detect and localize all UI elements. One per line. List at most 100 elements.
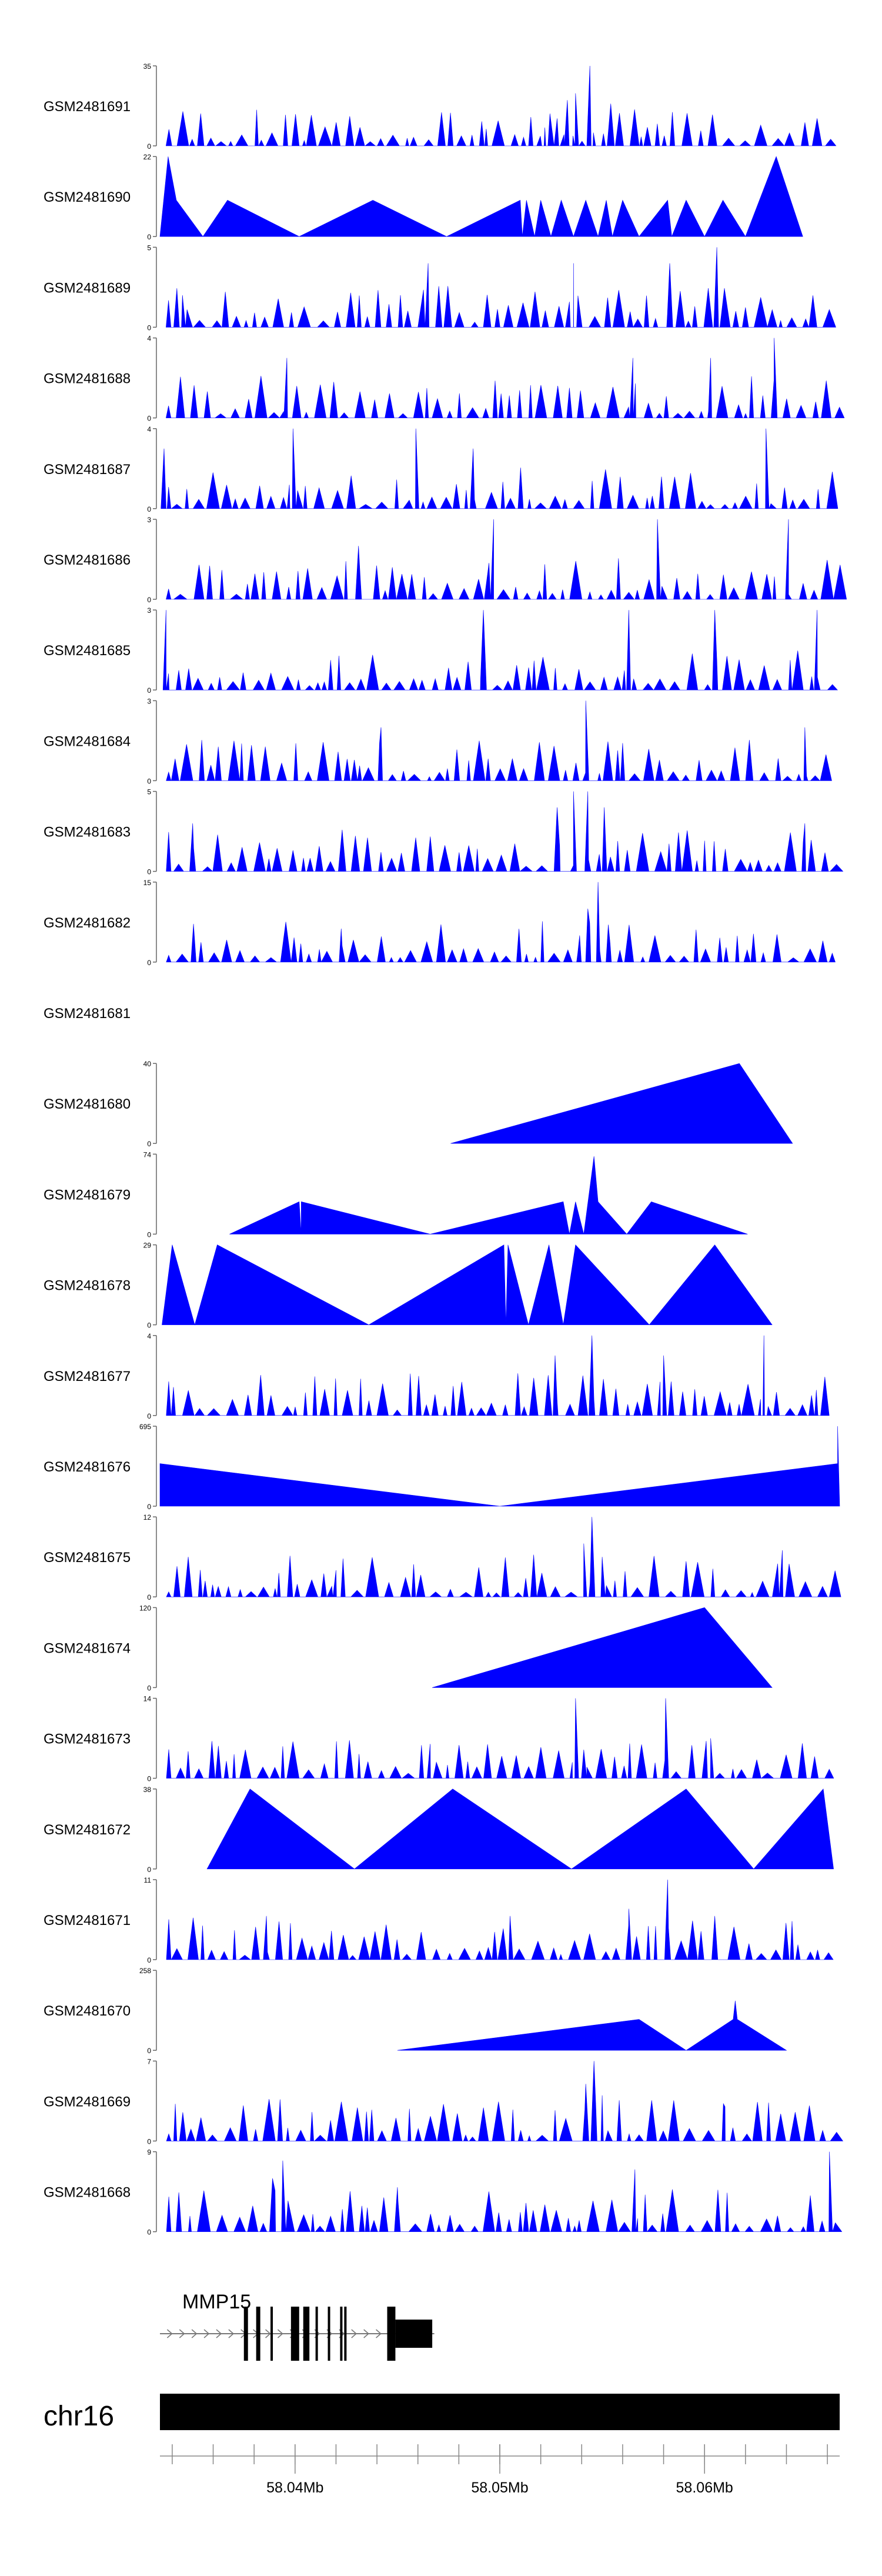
track-GSM2481673: GSM2481673 14 0 [44, 1695, 834, 1783]
track-GSM2481672: GSM2481672 38 0 [44, 1786, 834, 1874]
coverage-area [397, 2000, 787, 2051]
y-axis-max-label: 3 [147, 606, 151, 615]
track-label: GSM2481681 [44, 1006, 131, 1022]
track-label: GSM2481686 [44, 552, 131, 568]
y-axis-min-label: 0 [147, 1593, 151, 1601]
coverage-area [432, 1607, 773, 1688]
y-axis-min-label: 0 [147, 868, 151, 876]
track-label: GSM2481687 [44, 462, 131, 478]
track-GSM2481687: GSM2481687 4 0 [44, 425, 838, 513]
coverage-area [162, 610, 838, 690]
track-GSM2481676: GSM2481676 695 0 [44, 1423, 840, 1511]
track-GSM2481688: GSM2481688 4 0 [44, 335, 845, 423]
y-axis-max-label: 12 [143, 1513, 152, 1521]
y-axis-min-label: 0 [147, 505, 151, 513]
y-axis-min-label: 0 [147, 323, 151, 332]
track-GSM2481691: GSM2481691 35 0 [44, 62, 837, 151]
track-GSM2481678: GSM2481678 29 0 [44, 1242, 773, 1330]
y-axis-max-label: 11 [144, 1876, 152, 1884]
strand-arrow [166, 2329, 173, 2338]
track-GSM2481677: GSM2481677 4 0 [44, 1332, 830, 1420]
track-GSM2481670: GSM2481670 258 0 [44, 1967, 787, 2055]
y-axis-min-label: 0 [147, 233, 151, 241]
strand-arrow [363, 2329, 369, 2338]
track-label: GSM2481670 [44, 2003, 131, 2019]
y-axis-max-label: 4 [147, 425, 151, 433]
track-GSM2481675: GSM2481675 12 0 [44, 1513, 841, 1601]
coverage-area [166, 1698, 834, 1778]
y-axis-max-label: 22 [143, 153, 152, 161]
coverage-area [166, 700, 832, 781]
coverage-area [166, 338, 845, 418]
y-axis-min-label: 0 [147, 686, 151, 695]
track-GSM2481683: GSM2481683 5 0 [44, 788, 844, 876]
y-axis-min-label: 0 [147, 777, 151, 785]
y-axis-min-label: 0 [147, 959, 151, 967]
y-axis-max-label: 38 [143, 1786, 152, 1794]
coverage-area [166, 247, 836, 328]
y-axis-max-label: 40 [143, 1060, 152, 1068]
track-label: GSM2481673 [44, 1731, 131, 1747]
track-GSM2481680: GSM2481680 40 0 [44, 1060, 793, 1148]
y-axis-min-label: 0 [147, 2047, 151, 2055]
track-GSM2481690: GSM2481690 22 0 [44, 153, 803, 241]
coverage-area [166, 1879, 834, 1960]
strand-arrow [265, 2329, 271, 2338]
track-label: GSM2481688 [44, 371, 131, 387]
coverage-area [166, 1517, 841, 1597]
y-axis-min-label: 0 [147, 1503, 151, 1511]
y-axis-max-label: 29 [143, 1242, 152, 1250]
track-GSM2481671: GSM2481671 11 0 [44, 1876, 834, 1964]
track-label: GSM2481668 [44, 2185, 131, 2201]
gene-exon [340, 2307, 343, 2361]
coverage-area [166, 2061, 844, 2141]
coverage-area [159, 1426, 840, 1507]
track-GSM2481681: GSM2481681 [44, 1006, 131, 1022]
track-GSM2481684: GSM2481684 3 0 [44, 697, 832, 785]
axis-tick-label: 58.05Mb [471, 2480, 528, 2496]
track-label: GSM2481677 [44, 1369, 131, 1384]
track-label: GSM2481671 [44, 1913, 131, 1928]
gene-exon [243, 2307, 248, 2361]
y-axis-max-label: 15 [143, 879, 152, 887]
track-label: GSM2481690 [44, 189, 131, 205]
y-axis-max-label: 4 [147, 335, 151, 343]
gene-label: MMP15 [182, 2291, 251, 2313]
coverage-area [166, 1335, 830, 1416]
y-axis-max-label: 74 [143, 1150, 152, 1159]
y-axis-min-label: 0 [147, 1775, 151, 1783]
track-GSM2481674: GSM2481674 120 0 [44, 1604, 773, 1692]
coverage-area [159, 156, 803, 238]
track-label: GSM2481684 [44, 733, 131, 749]
track-label: GSM2481678 [44, 1278, 131, 1294]
y-axis-min-label: 0 [147, 1684, 151, 1692]
y-axis-min-label: 0 [147, 415, 151, 423]
track-label: GSM2481679 [44, 1187, 131, 1203]
track-label: GSM2481675 [44, 1550, 131, 1566]
axis-tick-label: 58.04Mb [266, 2480, 323, 2496]
strand-arrow [179, 2329, 185, 2338]
strand-arrow [277, 2329, 283, 2338]
coverage-area [450, 1063, 793, 1144]
track-label: GSM2481674 [44, 1640, 131, 1656]
y-axis-min-label: 0 [147, 596, 151, 604]
coverage-area [166, 519, 847, 600]
y-axis-max-label: 3 [147, 516, 151, 524]
track-GSM2481679: GSM2481679 74 0 [44, 1150, 748, 1239]
track-GSM2481669: GSM2481669 7 0 [44, 2057, 844, 2145]
y-axis-min-label: 0 [147, 2228, 151, 2237]
gene-exon [303, 2307, 310, 2361]
y-axis-max-label: 120 [139, 1604, 151, 1612]
y-axis-min-label: 0 [147, 1322, 151, 1330]
gene-exon [328, 2307, 330, 2361]
gene-exon [315, 2307, 318, 2361]
strand-arrow [191, 2329, 198, 2338]
strand-arrow [216, 2329, 222, 2338]
strand-arrow [351, 2329, 357, 2338]
coverage-area [161, 428, 838, 509]
chromosome-label: chr16 [44, 2401, 114, 2432]
y-axis-max-label: 7 [147, 2057, 151, 2066]
y-axis-max-label: 5 [147, 788, 151, 796]
gene-exon [290, 2307, 299, 2361]
